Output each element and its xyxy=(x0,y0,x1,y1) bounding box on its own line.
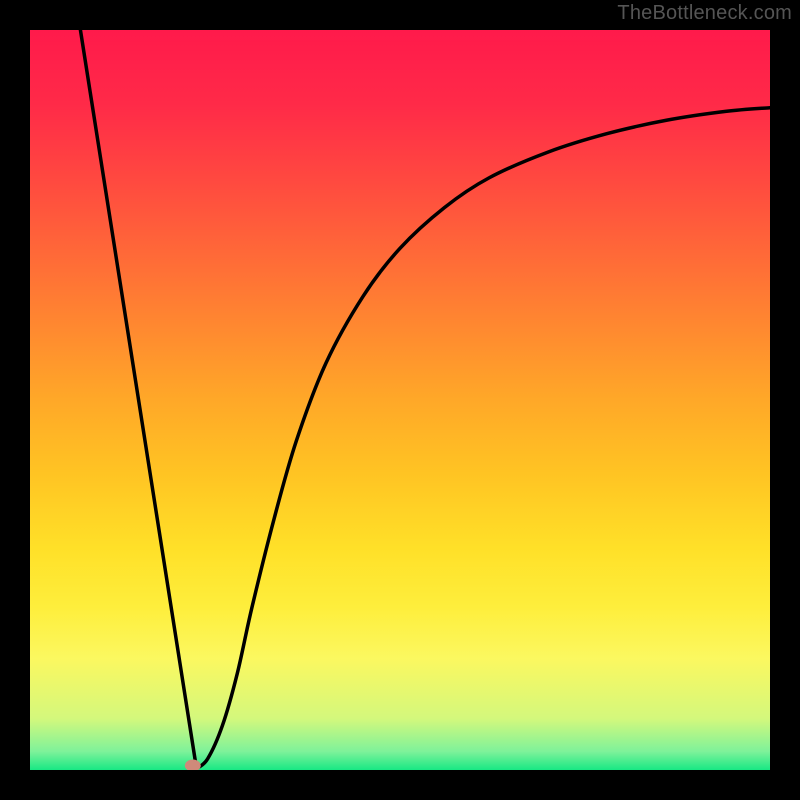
bottleneck-chart xyxy=(0,0,800,800)
watermark-text: TheBottleneck.com xyxy=(617,2,792,25)
optimal-point-marker xyxy=(185,760,201,772)
chart-container: TheBottleneck.com xyxy=(0,0,800,800)
plot-background xyxy=(30,30,770,770)
